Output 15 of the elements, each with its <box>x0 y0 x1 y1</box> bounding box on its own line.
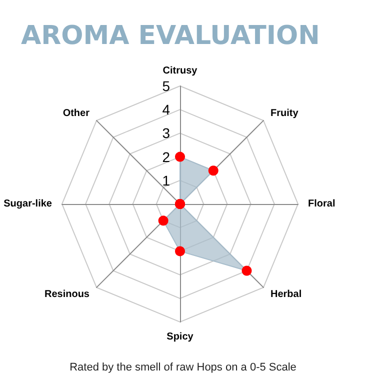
y-tick-label: 2 <box>162 148 170 165</box>
spoke-label: Sugar-like <box>4 198 52 210</box>
spoke-label: Spicy <box>166 332 194 342</box>
chart-title: AROMA EVALUATION <box>21 21 320 51</box>
y-tick-label: 1 <box>162 172 170 188</box>
text: Rated by the smell of raw Hops on a 0-5 Scale <box>70 362 296 374</box>
y-tick-label: 4 <box>162 102 170 118</box>
y-tick-label: 3 <box>162 125 170 142</box>
spoke-label: Other <box>62 108 90 119</box>
y-tick-label: 5 <box>162 78 170 94</box>
spoke-label: Herbal <box>270 289 302 300</box>
spoke-label: Resinous <box>44 289 90 300</box>
spoke-label: Fruity <box>270 108 299 119</box>
spoke-label: Citrusy <box>162 66 198 76</box>
spoke-label: Floral <box>308 198 336 210</box>
